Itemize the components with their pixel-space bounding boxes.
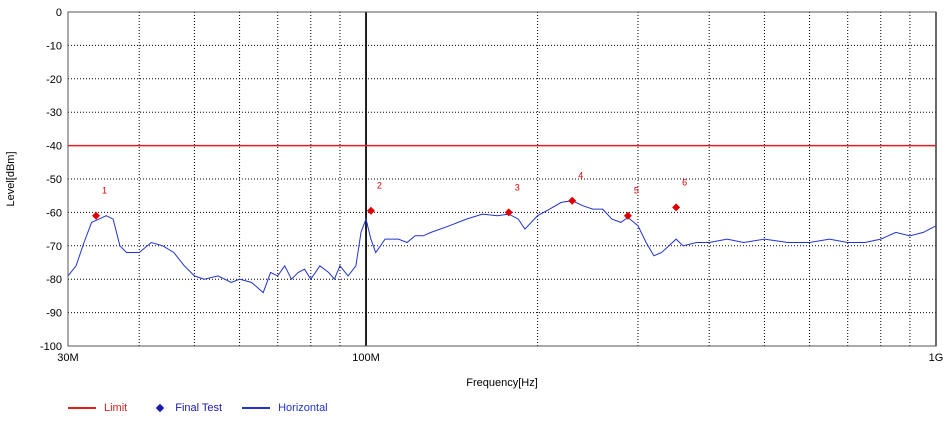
y-tick-label: -100 bbox=[40, 341, 62, 353]
final-test-marker bbox=[672, 203, 681, 212]
legend-item-final-test: Final Test bbox=[147, 402, 222, 414]
diamond-icon bbox=[155, 403, 165, 413]
y-tick-label: -30 bbox=[46, 107, 62, 119]
plot-frame bbox=[67, 11, 937, 347]
final-test-marker bbox=[623, 211, 632, 220]
final-test-marker bbox=[568, 196, 577, 205]
legend-item-limit: Limit bbox=[68, 402, 127, 414]
legend-label-limit: Limit bbox=[104, 402, 128, 414]
final-test-marker-label: 2 bbox=[377, 181, 382, 191]
y-tick-label: -50 bbox=[46, 174, 62, 186]
y-tick-label: -60 bbox=[46, 207, 62, 219]
final-test-marker bbox=[504, 208, 513, 217]
y-tick-label: -20 bbox=[46, 74, 62, 86]
y-tick-label: -70 bbox=[46, 241, 62, 253]
legend: Limit Final Test Horizontal bbox=[68, 402, 348, 414]
x-axis-label: Frequency[Hz] bbox=[466, 377, 538, 389]
final-test-layer: 1 2 3 4 5 6 bbox=[92, 171, 687, 220]
final-test-marker-label: 6 bbox=[682, 177, 687, 187]
horizontal-swatch bbox=[242, 407, 271, 409]
x-tick-label: 100M bbox=[352, 352, 380, 364]
y-tick-label: -90 bbox=[46, 308, 62, 320]
legend-label-final-test: Final Test bbox=[175, 402, 223, 414]
final-test-marker bbox=[366, 206, 375, 215]
final-test-marker-label: 5 bbox=[634, 186, 639, 196]
x-tick-label: 30M bbox=[57, 352, 78, 364]
final-test-marker-label: 1 bbox=[102, 186, 107, 196]
limit-swatch bbox=[68, 407, 96, 409]
final-test-marker-label: 4 bbox=[578, 171, 583, 181]
series-line-horizontal bbox=[67, 200, 937, 294]
legend-item-horizontal: Horizontal bbox=[242, 402, 328, 414]
y-tick-label: -40 bbox=[46, 141, 62, 153]
y-tick-labels: 0 -10 -20 -30 -40 -50 -60 -70 -80 -90 -100 bbox=[40, 7, 62, 353]
series-layer bbox=[67, 200, 937, 294]
final-test-marker bbox=[92, 211, 101, 220]
x-tick-label: 1G bbox=[929, 352, 944, 364]
legend-label-horizontal: Horizontal bbox=[278, 402, 328, 414]
y-tick-label: -80 bbox=[46, 274, 62, 286]
y-axis-label: Level[dBm] bbox=[5, 151, 17, 206]
x-tick-labels: 30M 100M 1G bbox=[57, 352, 943, 364]
y-tick-label: 0 bbox=[56, 7, 62, 19]
grid bbox=[67, 11, 937, 347]
y-tick-label: -10 bbox=[46, 40, 62, 52]
final-test-marker-label: 3 bbox=[515, 182, 520, 192]
